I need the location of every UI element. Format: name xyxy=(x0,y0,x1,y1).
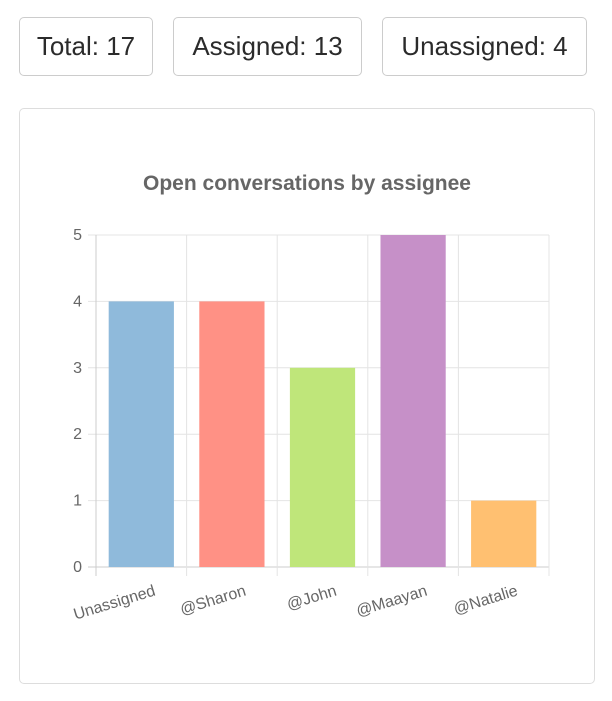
bar[interactable] xyxy=(108,301,174,567)
y-tick-label: 3 xyxy=(73,360,82,377)
bar[interactable] xyxy=(380,235,446,567)
assigned-count-box: Assigned: 13 xyxy=(173,17,362,76)
chart-bars xyxy=(108,235,537,567)
bar-chart: Open conversations by assignee 0 1 2 3 4 5 Una… xyxy=(72,172,550,624)
x-tick-label: @Natalie xyxy=(452,583,520,619)
x-tick-label: @Sharon xyxy=(178,583,248,619)
x-tick-label: @John xyxy=(285,583,339,614)
y-tick-label: 2 xyxy=(73,426,82,443)
x-tick-label: Unassigned xyxy=(72,583,158,624)
y-tick-label: 0 xyxy=(73,559,82,576)
bar[interactable] xyxy=(199,301,265,567)
y-tick-label: 4 xyxy=(73,293,82,310)
x-tick-label: @Maayan xyxy=(354,583,429,621)
y-tick-label: 1 xyxy=(73,493,82,510)
unassigned-count-box: Unassigned: 4 xyxy=(382,17,587,76)
bar[interactable] xyxy=(289,367,356,567)
y-tick-label: 5 xyxy=(73,227,82,244)
bar[interactable] xyxy=(471,500,537,567)
chart-title: Open conversations by assignee xyxy=(143,172,471,195)
chart-card: Open conversations by assignee 0 1 2 3 4 5 Una… xyxy=(19,108,595,684)
total-count-box: Total: 17 xyxy=(19,17,153,76)
